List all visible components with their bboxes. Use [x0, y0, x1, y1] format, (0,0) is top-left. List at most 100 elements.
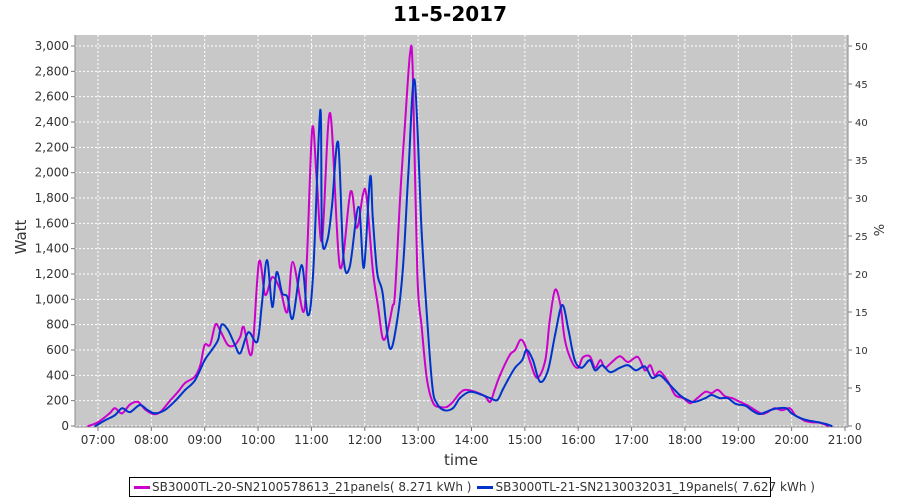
data-point: [203, 359, 206, 362]
data-point: [563, 338, 566, 341]
data-point: [257, 260, 260, 263]
data-point: [239, 352, 242, 355]
x-tick-label: 19:00: [721, 433, 756, 447]
gridlines: [75, 35, 848, 427]
data-point: [825, 423, 828, 426]
data-point: [121, 407, 124, 410]
data-point: [588, 359, 591, 362]
data-point: [407, 171, 410, 174]
legend-label: SB3000TL-20-SN2100578613_21panels( 8.271…: [152, 480, 472, 494]
data-point: [210, 349, 213, 351]
x-axis-label: time: [444, 451, 478, 469]
data-point: [451, 400, 454, 403]
y-tick-label: 1,800: [35, 191, 69, 205]
data-point: [233, 343, 236, 346]
plot-area: [75, 35, 848, 427]
data-point: [381, 336, 384, 339]
data-point: [529, 361, 532, 364]
y-tick-label: 1,200: [35, 267, 69, 281]
data-point: [508, 354, 511, 357]
data-point: [256, 340, 259, 343]
x-tick-label: 07:00: [81, 433, 116, 447]
data-point: [348, 266, 351, 269]
data-point: [651, 376, 654, 379]
data-point: [548, 319, 551, 322]
data-point: [521, 359, 524, 362]
data-point: [286, 311, 289, 313]
data-point: [435, 402, 438, 405]
data-point: [718, 397, 721, 400]
data-point: [704, 390, 707, 393]
y-tick-label: 2,200: [35, 140, 69, 154]
data-point: [394, 292, 397, 294]
y-tick-label: 400: [46, 368, 69, 382]
data-point: [678, 393, 681, 396]
data-point: [649, 364, 652, 367]
data-point: [388, 347, 391, 350]
data-point: [750, 409, 753, 412]
data-point: [413, 79, 416, 82]
data-point: [567, 328, 570, 331]
data-point: [365, 195, 368, 198]
data-point: [479, 393, 482, 396]
data-point: [581, 356, 584, 359]
x-tick-label: 17:00: [614, 433, 649, 447]
data-point: [594, 369, 597, 372]
data-point: [668, 383, 671, 386]
y2-tick-label: 5: [855, 384, 861, 395]
data-point: [798, 416, 801, 419]
data-point: [381, 292, 384, 294]
x-tick-label: 18:00: [668, 433, 703, 447]
data-point: [739, 400, 742, 403]
data-point: [87, 425, 90, 427]
data-point: [780, 409, 783, 412]
data-point: [710, 393, 713, 396]
x-tick-label: 10:00: [241, 433, 276, 447]
data-point: [426, 316, 429, 319]
data-point: [489, 400, 492, 403]
data-point: [458, 397, 461, 400]
data-point: [442, 409, 445, 412]
data-point: [250, 352, 253, 355]
data-point: [108, 412, 111, 415]
y2-tick-label: 40: [855, 118, 868, 129]
data-point: [420, 326, 423, 329]
data-point: [785, 407, 788, 410]
data-point: [403, 126, 406, 129]
data-point: [744, 404, 747, 407]
data-point: [291, 317, 294, 320]
data-point: [311, 127, 314, 130]
data-point: [506, 378, 509, 381]
y2-tick-label: 20: [855, 270, 868, 281]
data-point: [239, 335, 242, 338]
y-tick-label: 800: [46, 318, 69, 332]
data-point: [426, 378, 429, 381]
data-point: [300, 264, 303, 267]
data-point: [184, 388, 187, 391]
x-tick-label: 12:00: [347, 433, 382, 447]
data-point: [362, 266, 365, 269]
data-point: [260, 305, 263, 308]
data-point: [129, 411, 132, 414]
y2-axis-label: %: [873, 224, 888, 236]
data-point: [321, 236, 324, 239]
data-point: [271, 305, 274, 308]
data-point: [653, 374, 656, 377]
data-point: [193, 375, 196, 378]
data-point: [464, 388, 467, 391]
y-tick-label: 1,400: [35, 242, 69, 256]
data-point: [355, 226, 358, 229]
y2-tick-label: 15: [855, 308, 868, 319]
data-point: [693, 400, 696, 403]
data-point: [94, 425, 97, 427]
data-point: [305, 255, 308, 258]
data-point: [203, 343, 206, 346]
data-point: [525, 349, 528, 351]
data-point: [817, 421, 820, 424]
data-point: [830, 425, 833, 427]
data-point: [580, 366, 583, 369]
y2-tick-label: 45: [855, 80, 868, 91]
data-point: [264, 293, 267, 296]
x-tick-label: 21:00: [828, 433, 863, 447]
